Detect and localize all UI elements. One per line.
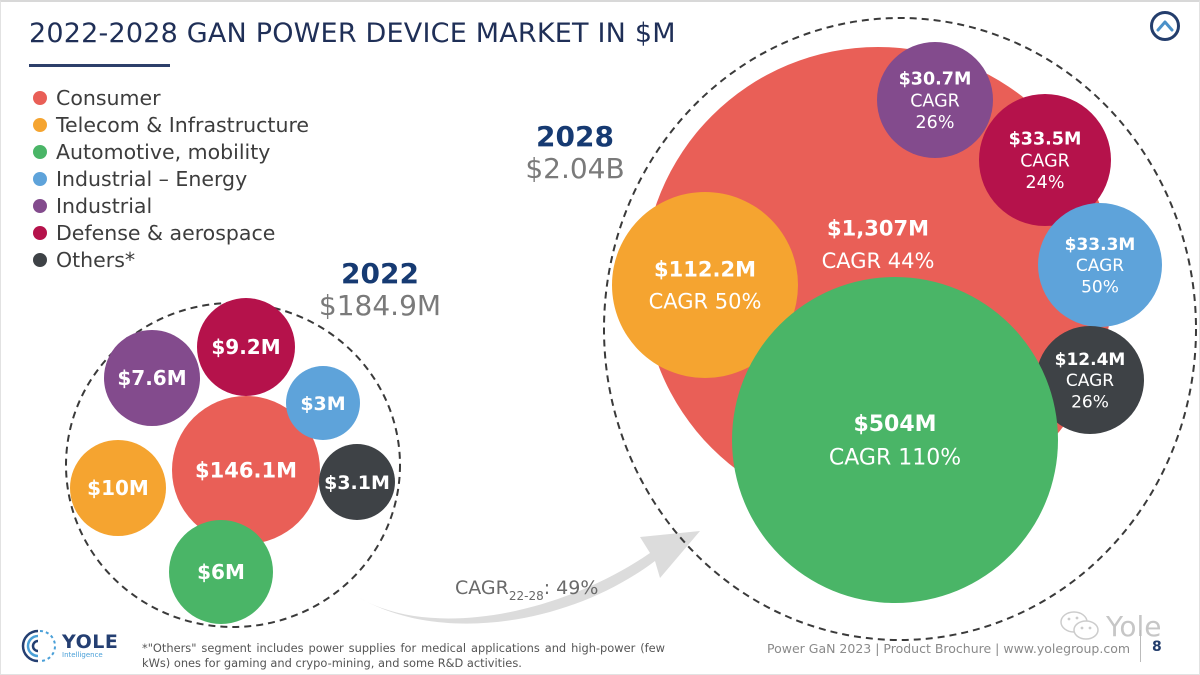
legend-label: Industrial – Energy (56, 166, 248, 191)
bubble-value-label-2028-industrial: $30.7M (899, 69, 972, 89)
legend-item-automotive: Automotive, mobility (33, 138, 309, 165)
footnote: *"Others" segment includes power supplie… (142, 641, 665, 670)
bubble-cagr-label-2028-others: 26% (1071, 392, 1109, 412)
title-underline (29, 64, 170, 67)
bubble-value-label-2022-automotive: $6M (197, 560, 245, 584)
bubble-cagr-label-2028-defense: CAGR (1020, 151, 1070, 171)
bubble-cagr-label-2028-industrial-energy: 50% (1081, 277, 1119, 297)
legend-label: Telecom & Infrastructure (56, 112, 310, 137)
bubble-value-label-2028-consumer: $1,307M (827, 217, 929, 241)
page-number: 8 (1152, 639, 1162, 655)
year-2028-total: $2.04B (525, 152, 625, 185)
bubble-value-label-2028-telecom: $112.2M (654, 257, 756, 281)
bubble-value-label-2022-consumer: $146.1M (195, 459, 297, 483)
bubble-2022-consumer (172, 396, 320, 544)
bubble-value-label-2028-defense: $33.5M (1009, 129, 1082, 149)
legend-label: Others* (56, 247, 136, 272)
footer-text: Power GaN 2023 | Product Brochure | www.… (767, 641, 1131, 656)
legend-dot-icon (33, 252, 47, 267)
legend-item-others: Others* (33, 246, 309, 273)
bubble-2022-others (319, 444, 395, 520)
dashed-boundary-2028 (603, 17, 1197, 641)
bubble-2028-industrial (877, 42, 993, 158)
legend-dot-icon (33, 198, 47, 213)
logo-name: YOLE (62, 631, 119, 653)
chevron-up-icon (1156, 20, 1174, 32)
legend-dot-icon (33, 225, 47, 240)
legend-item-consumer: Consumer (33, 84, 309, 111)
watermark-text: Yole (1106, 609, 1162, 643)
bubble-value-label-2022-industrial: $7.6M (117, 366, 186, 390)
bubble-value-label-2022-telecom: $10M (87, 476, 149, 500)
year-2022-block: 2022 $184.9M (315, 258, 445, 322)
bubble-cagr-label-2028-industrial: 26% (916, 113, 955, 133)
legend-item-defense: Defense & aerospace (33, 219, 309, 246)
bubble-cagr-label-2028-industrial-energy: CAGR (1076, 256, 1124, 276)
legend-label: Consumer (56, 85, 161, 110)
bubble-cagr-label-2028-defense: 24% (1026, 173, 1065, 193)
bubble-2028-others (1036, 326, 1144, 434)
legend-dot-icon (33, 144, 47, 159)
bubble-cagr-label-2028-telecom: CAGR 50% (649, 290, 762, 314)
legend-label: Automotive, mobility (56, 139, 271, 164)
bubble-2022-industrial-energy (286, 366, 360, 440)
scroll-top-button[interactable] (1150, 11, 1180, 41)
legend-item-industrial-energy: Industrial – Energy (33, 165, 309, 192)
bubble-value-label-2022-others: $3.1M (324, 472, 390, 494)
logo-subtitle: Intelligence (62, 651, 103, 659)
bubble-value-label-2022-industrial-energy: $3M (300, 393, 345, 415)
bubble-cagr-label-2028-consumer: CAGR 44% (822, 249, 935, 273)
legend-label: Defense & aerospace (56, 220, 276, 245)
legend-item-telecom: Telecom & Infrastructure (33, 111, 309, 138)
overall-cagr-label: CAGR22-28: 49% (455, 577, 598, 603)
bubble-cagr-label-2028-others: CAGR (1066, 371, 1114, 391)
yole-logo-icon (21, 629, 56, 663)
watermark: Yole (1058, 608, 1162, 644)
legend-dot-icon (33, 90, 47, 105)
bubble-2028-industrial-energy (1038, 203, 1162, 327)
year-2028-block: 2028 $2.04B (520, 121, 630, 185)
bubble-value-label-2028-automotive: $504M (853, 412, 936, 437)
bubble-cagr-label-2028-automotive: CAGR 110% (829, 446, 961, 471)
year-2022-total: $184.9M (318, 289, 442, 322)
bubble-value-label-2028-others: $12.4M (1055, 350, 1126, 370)
bubble-2028-telecom (612, 192, 798, 378)
year-2022-label: 2022 (341, 257, 419, 290)
wechat-icon (1060, 611, 1099, 640)
bubble-2022-defense (197, 298, 295, 396)
legend-dot-icon (33, 171, 47, 186)
bubble-value-label-2028-industrial-energy: $33.3M (1065, 235, 1136, 255)
legend: Consumer Telecom & Infrastructure Automoti… (33, 84, 309, 273)
bubble-2028-defense (979, 94, 1111, 226)
legend-label: Industrial (56, 193, 153, 218)
bubble-2022-industrial (104, 330, 200, 426)
bubble-value-label-2022-defense: $9.2M (211, 335, 280, 359)
growth-arrow (358, 531, 700, 624)
bubble-2022-telecom (70, 440, 166, 536)
legend-item-industrial: Industrial (33, 192, 309, 219)
year-2028-label: 2028 (536, 120, 614, 153)
footer-divider (1140, 630, 1141, 662)
legend-dot-icon (33, 117, 47, 132)
slide-title: 2022-2028 GAN POWER DEVICE MARKET IN $M (29, 18, 676, 49)
bubble-2022-automotive (169, 520, 273, 624)
yole-logo: YOLE Intelligence (18, 628, 118, 664)
bubble-2028-automotive (732, 277, 1058, 603)
bubbles-2022: $146.1M $10M $7.6M $9.2M $3M $3.1M $6M (70, 298, 395, 624)
bubble-cagr-label-2028-industrial: CAGR (910, 91, 960, 111)
